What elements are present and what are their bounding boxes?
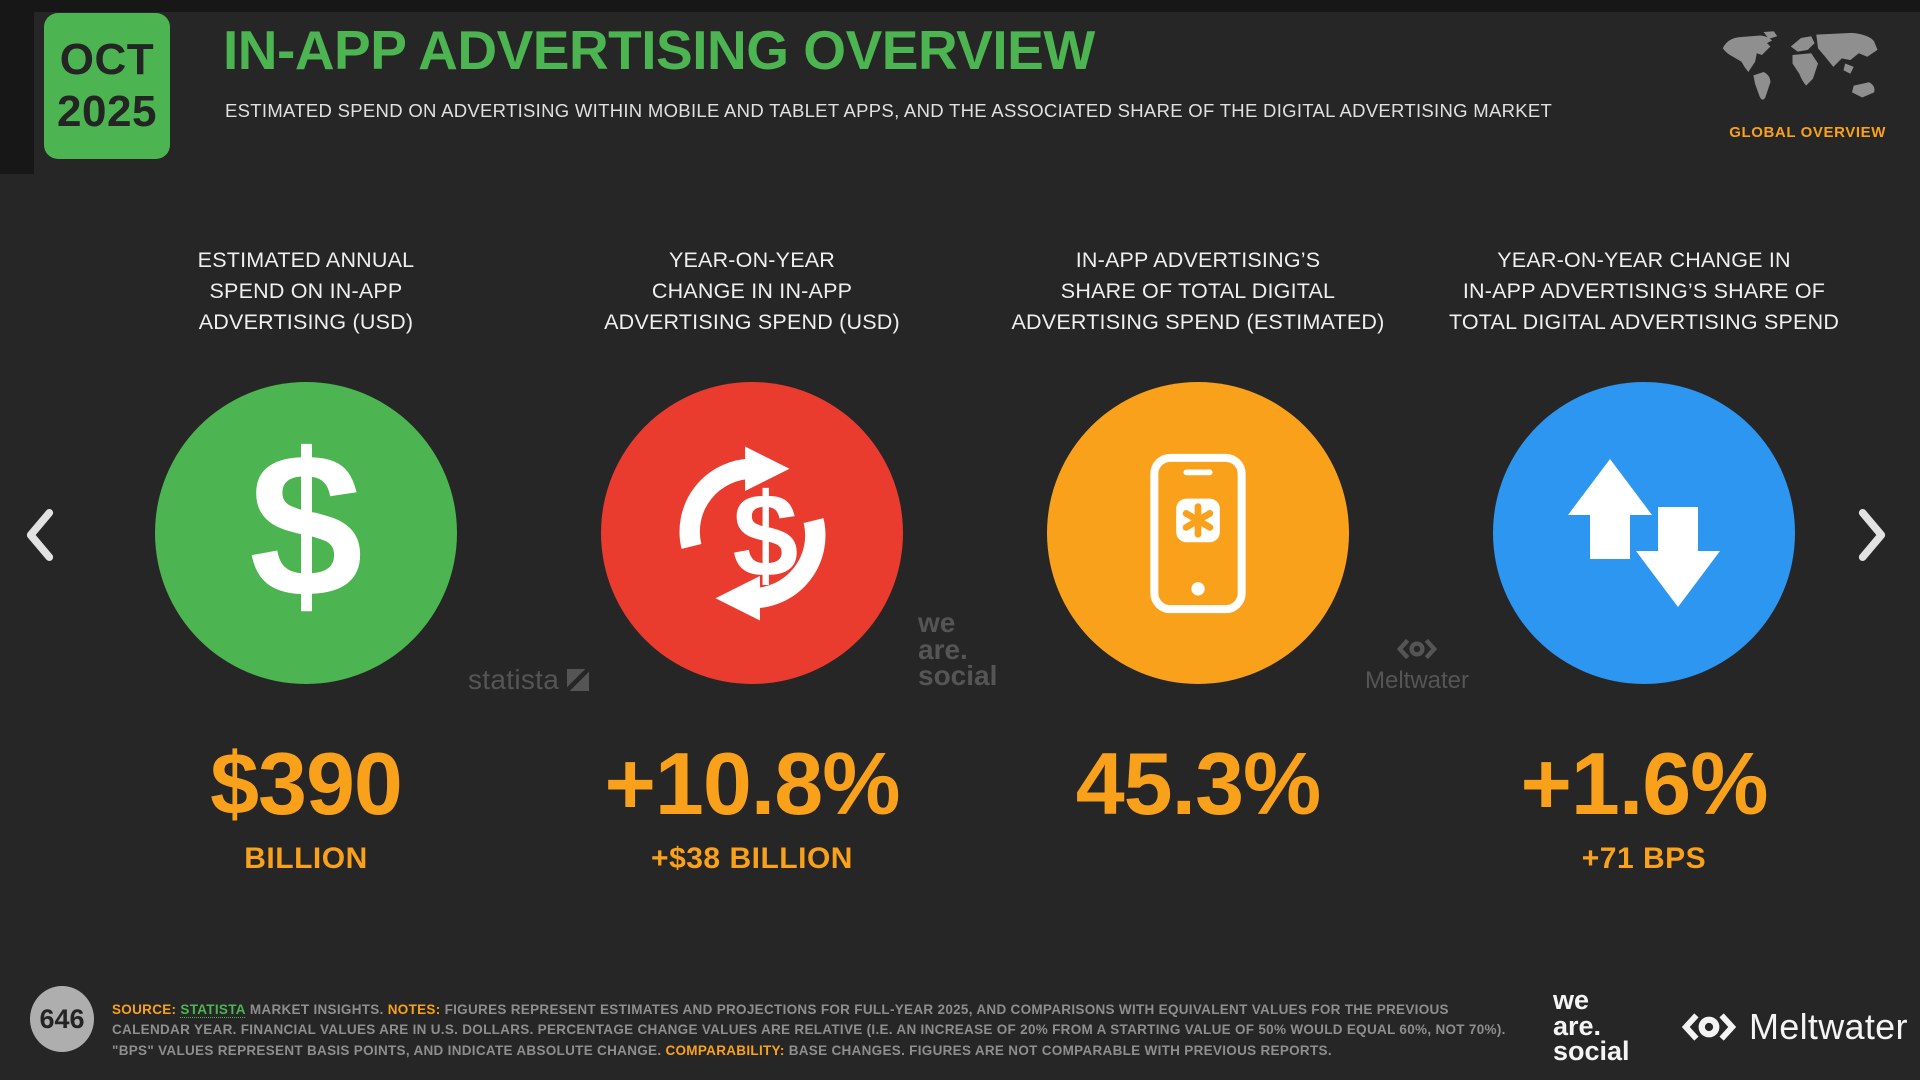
- meltwater-logo: Meltwater: [1678, 1006, 1908, 1048]
- source-rest: MARKET INSIGHTS.: [245, 1001, 388, 1017]
- date-year: 2025: [57, 87, 157, 136]
- we-are-social-watermark-line: we: [918, 607, 956, 638]
- up-down-arrows-icon: [1568, 459, 1720, 607]
- world-map-icon: [1722, 31, 1878, 100]
- region-label: GLOBAL OVERVIEW: [1729, 124, 1886, 141]
- metric-yoy-spend-change: YEAR-ON-YEAR CHANGE IN IN-APP ADVERTISIN…: [532, 245, 972, 874]
- metric-sub-value: +71 BPS: [1581, 842, 1707, 875]
- metric-yoy-share-change: YEAR-ON-YEAR CHANGE IN IN-APP ADVERTISIN…: [1424, 245, 1864, 874]
- metric-circle: $: [155, 382, 457, 684]
- dollar-cycle-icon: $: [679, 446, 825, 620]
- metric-value: $390: [210, 734, 403, 833]
- dollar-icon: $: [248, 410, 363, 640]
- metric-heading-line: SPEND ON IN-APP: [209, 279, 403, 303]
- metric-annual-spend: ESTIMATED ANNUAL SPEND ON IN-APP ADVERTI…: [86, 245, 526, 874]
- metric-heading-line: YEAR-ON-YEAR CHANGE IN: [1497, 248, 1791, 272]
- metric-circle: [1047, 382, 1349, 684]
- meltwater-eye-icon: [1681, 1013, 1737, 1041]
- metric-sub-value: +$38 BILLION: [651, 842, 853, 875]
- notes-label: NOTES:: [387, 1001, 445, 1017]
- edge-shadow-left: [0, 0, 34, 174]
- asterisk-icon: [1182, 502, 1214, 538]
- metric-heading-line: ADVERTISING SPEND (ESTIMATED): [1011, 310, 1385, 334]
- metric-heading-line: TOTAL DIGITAL ADVERTISING SPEND: [1448, 310, 1840, 334]
- metric-sub-value: [978, 844, 1418, 874]
- page-number-badge: 646: [30, 986, 94, 1052]
- statista-watermark-text: statista: [468, 664, 560, 695]
- metric-heading-line: ADVERTISING SPEND (USD): [604, 310, 900, 334]
- page-title: IN-APP ADVERTISING OVERVIEW: [223, 19, 1095, 81]
- metric-heading-line: CHANGE IN IN-APP: [651, 279, 853, 303]
- page-subtitle: ESTIMATED SPEND ON ADVERTISING WITHIN MO…: [225, 100, 1553, 121]
- meltwater-watermark: Meltwater: [1352, 635, 1482, 695]
- source-label: SOURCE:: [112, 1001, 181, 1017]
- page-number: 646: [39, 1003, 85, 1034]
- date-badge: OCT 2025: [44, 13, 170, 159]
- meltwater-logo-text: Meltwater: [1749, 1006, 1908, 1047]
- meltwater-watermark-text: Meltwater: [1364, 667, 1470, 694]
- we-are-social-logo-line: we: [1553, 985, 1590, 1015]
- meltwater-eye-icon: [1396, 638, 1438, 660]
- we-are-social-watermark-line: are.: [918, 633, 968, 665]
- metric-heading: YEAR-ON-YEAR CHANGE IN IN-APP ADVERTISIN…: [1424, 245, 1864, 338]
- metric-circle: $: [601, 382, 903, 684]
- metric-heading: ESTIMATED ANNUAL SPEND ON IN-APP ADVERTI…: [86, 245, 526, 338]
- comparability-label: COMPARABILITY:: [665, 1042, 789, 1058]
- notes-text: FIGURES REPRESENT ESTIMATES AND PROJECTI…: [112, 1001, 1506, 1058]
- metric-share-of-digital: IN-APP ADVERTISING’S SHARE OF TOTAL DIGI…: [978, 245, 1418, 874]
- metric-circle: [1493, 382, 1795, 684]
- we-are-social-watermark: we are. social: [918, 607, 998, 692]
- prev-arrow-icon[interactable]: [26, 507, 54, 563]
- metric-heading: YEAR-ON-YEAR CHANGE IN IN-APP ADVERTISIN…: [532, 245, 972, 338]
- dollar-glyph: $: [732, 470, 798, 602]
- metric-value: +1.6%: [1520, 734, 1769, 833]
- metric-sub-value: BILLION: [244, 842, 368, 875]
- metric-value: +10.8%: [604, 734, 901, 833]
- date-month: OCT: [59, 35, 155, 85]
- next-arrow-icon[interactable]: [1858, 507, 1886, 563]
- we-are-social-logo-line: are.: [1553, 1010, 1602, 1041]
- metric-value: 45.3%: [1075, 734, 1322, 833]
- statista-watermark: statista: [468, 664, 590, 696]
- metric-heading-line: ADVERTISING (USD): [198, 310, 414, 334]
- footer-notes: SOURCE: STATISTA MARKET INSIGHTS. NOTES:…: [112, 1000, 1524, 1062]
- edge-shadow-top: [0, 0, 1920, 12]
- mobile-app-icon: [1150, 453, 1246, 613]
- metric-heading-line: ESTIMATED ANNUAL: [197, 248, 415, 272]
- we-are-social-logo: we are. social: [1553, 985, 1630, 1067]
- statista-logo-icon: [567, 669, 590, 691]
- metric-heading-line: SHARE OF TOTAL DIGITAL: [1060, 279, 1336, 303]
- source-link[interactable]: STATISTA: [180, 1001, 246, 1017]
- metric-heading-line: YEAR-ON-YEAR: [668, 248, 836, 272]
- metric-heading: IN-APP ADVERTISING’S SHARE OF TOTAL DIGI…: [978, 245, 1418, 338]
- metric-heading-line: IN-APP ADVERTISING’S: [1075, 248, 1321, 272]
- metric-heading-line: IN-APP ADVERTISING’S SHARE OF: [1462, 279, 1826, 303]
- we-are-social-watermark-line: social: [918, 660, 998, 692]
- we-are-social-logo-line: social: [1553, 1036, 1630, 1067]
- comparability-text: BASE CHANGES. FIGURES ARE NOT COMPARABLE…: [788, 1042, 1332, 1058]
